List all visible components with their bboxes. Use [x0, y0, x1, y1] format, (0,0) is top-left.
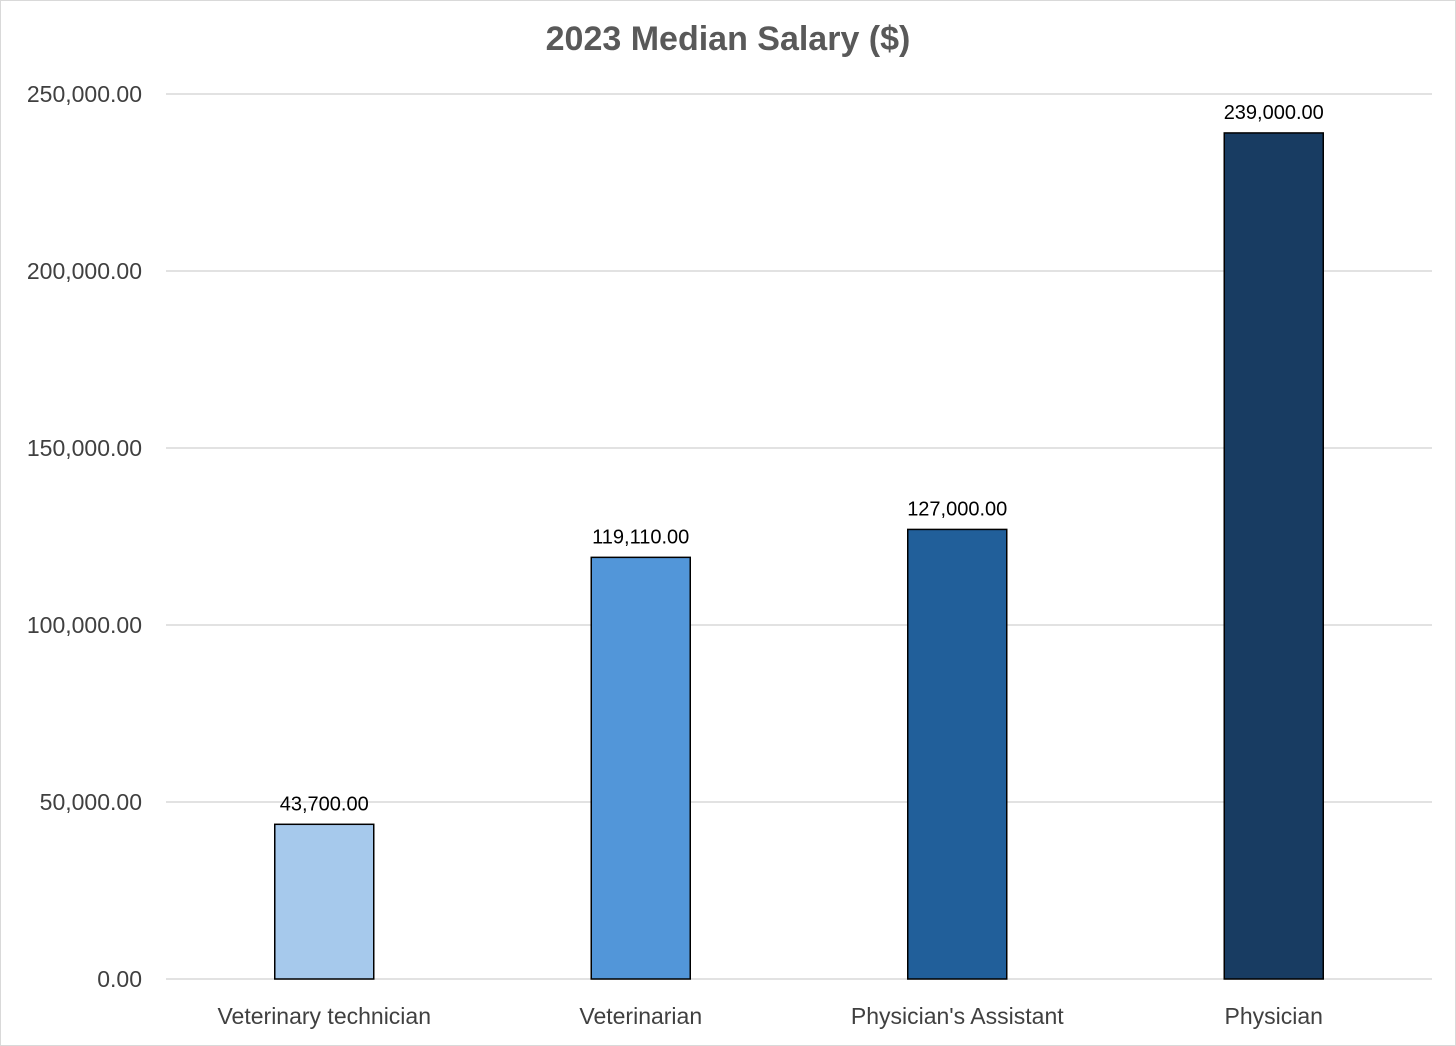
- bar: [907, 528, 1008, 980]
- y-tick-label: 150,000.00: [27, 435, 142, 461]
- y-tick-label: 250,000.00: [27, 81, 142, 107]
- bar: [274, 823, 375, 980]
- bar: [1223, 132, 1324, 980]
- x-tick-label: Physician: [1225, 1003, 1323, 1029]
- data-label: 127,000.00: [907, 498, 1007, 520]
- y-tick-label: 0.00: [97, 966, 142, 992]
- data-label: 43,700.00: [280, 793, 369, 815]
- y-tick-label: 100,000.00: [27, 612, 142, 638]
- x-tick-label: Veterinary technician: [217, 1003, 431, 1029]
- x-tick-label: Veterinarian: [579, 1003, 702, 1029]
- data-label: 239,000.00: [1224, 102, 1324, 124]
- data-label: 119,110.00: [592, 526, 689, 548]
- y-tick-label: 50,000.00: [40, 789, 142, 815]
- chart-title: 2023 Median Salary ($): [545, 20, 911, 58]
- y-tick-label: 200,000.00: [27, 258, 142, 284]
- x-tick-label: Physician's Assistant: [851, 1003, 1064, 1029]
- bar: [590, 556, 691, 980]
